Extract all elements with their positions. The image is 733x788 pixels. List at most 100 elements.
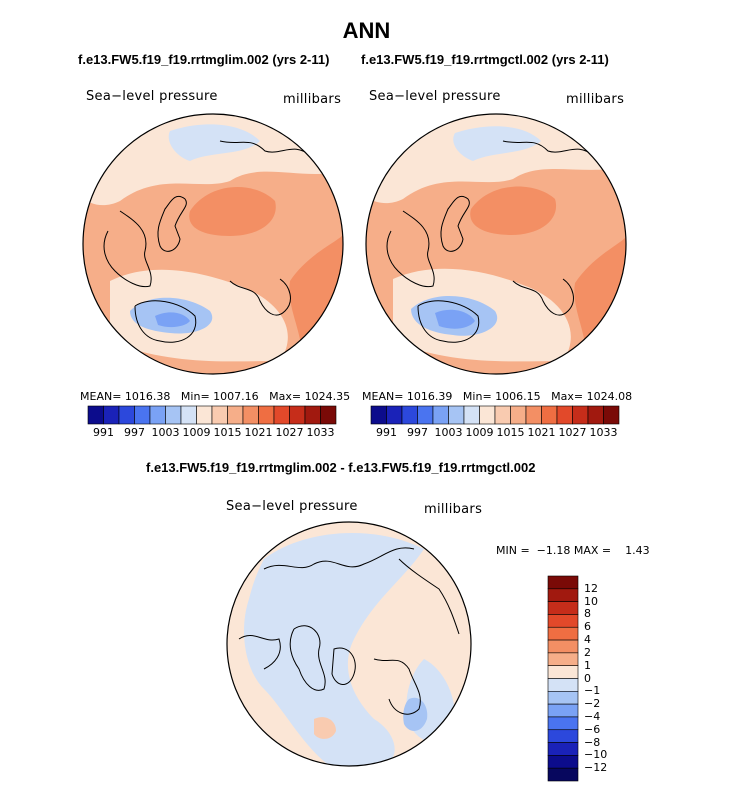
diff-polar-map: [226, 521, 472, 767]
panel2-variable-label: Sea−level pressure: [369, 89, 501, 104]
panel1-variable-label: Sea−level pressure: [86, 89, 218, 104]
panel2-colorbar-swatch: [572, 405, 589, 425]
blue-region-top: [453, 126, 541, 161]
diff-colorbar-swatch: [547, 767, 579, 782]
diff-colorbar-tick-label: −2: [584, 697, 601, 711]
blue-core-south: [435, 309, 475, 329]
panel1-colorbar-swatch: [320, 405, 337, 425]
panel2-colorbar-tick-label: 991: [376, 426, 397, 439]
panel1-colorbar-swatch: [273, 405, 290, 425]
figure-title: ANN: [342, 18, 391, 43]
panel1-colorbar-tick-label: 1003: [151, 426, 180, 439]
panel2-units-label: millibars: [566, 92, 625, 107]
panel1-colorbar-swatch: [242, 405, 259, 425]
panel2-stats: MEAN= 1016.39 Min= 1006.15 Max= 1024.08: [362, 390, 632, 403]
diff-units-label: millibars: [424, 502, 483, 517]
panel1-colorbar-swatch: [258, 405, 275, 425]
panel2-max-value: 1024.08: [586, 390, 633, 403]
panel1-max-value: 1024.35: [304, 390, 351, 403]
panel2-mean-label: MEAN=: [362, 390, 404, 403]
pale-region-top: [83, 114, 343, 206]
diff-colorbar-swatch: [547, 665, 579, 679]
panel2-colorbar-swatch: [370, 405, 387, 425]
coastline-scandinavia: [229, 278, 291, 316]
coastline-canada: [386, 210, 435, 288]
diff-colorbar-tick-label: −12: [584, 761, 608, 775]
diff-colorbar-tick-label: 6: [584, 620, 591, 634]
panel2-colorbar-tick-label: 1015: [496, 426, 525, 439]
diff-colorbar-tick-label: 4: [584, 633, 591, 647]
panel1-colorbar-swatch: [211, 405, 228, 425]
panel2-colorbar-swatch: [479, 405, 496, 425]
panel1-colorbar-tick-label: 1015: [213, 426, 242, 439]
panel1-polar-map: [82, 113, 344, 375]
diff-variable-label: Sea−level pressure: [226, 499, 358, 514]
blue-core-south: [155, 312, 190, 328]
panel1-colorbar-labels: 991 997 1003 1009 1015 1021 1027 1033: [88, 426, 336, 440]
panel2-colorbar-labels: 991 997 1003 1009 1015 1021 1027 1033: [371, 426, 619, 440]
panel1-colorbar-swatch: [227, 405, 244, 425]
diff-colorbar-tick-label: 10: [584, 594, 598, 608]
panel1-colorbar-swatch: [118, 405, 135, 425]
panel2-colorbar-swatch: [556, 405, 573, 425]
panel2-colorbar-swatch: [541, 405, 558, 425]
diff-colorbar-swatch: [547, 601, 579, 615]
panel1-colorbar: [87, 405, 337, 425]
panel2-colorbar-swatch: [417, 405, 434, 425]
blue-region-top: [168, 124, 260, 161]
diff-colorbar-swatch: [547, 588, 579, 602]
panel2-colorbar-swatch: [463, 405, 480, 425]
neg-core-east: [403, 697, 428, 731]
panel1-min-value: 1007.16: [213, 390, 259, 403]
coastline-alaska: [238, 634, 281, 670]
coastline-scandinavia: [373, 658, 421, 715]
panel2-mean-value: 1016.39: [406, 390, 453, 403]
panel1-colorbar-swatch: [103, 405, 120, 425]
diff-colorbar-swatch: [547, 678, 579, 692]
panel1-colorbar-tick-label: 1033: [306, 426, 335, 439]
diff-colorbar-tick-label: −1: [584, 684, 601, 698]
pale-region-top: [366, 114, 626, 204]
panel1-case-title: f.e13.FW5.f19_f19.rrtmglim.002 (yrs 2-11…: [78, 52, 330, 67]
panel2-colorbar-swatch: [525, 405, 542, 425]
panel1-max-label: Max=: [269, 390, 302, 403]
diff-colorbar-tick-label: −10: [584, 748, 608, 762]
panel2-colorbar-tick-label: 1021: [527, 426, 556, 439]
panel1-colorbar-swatch: [165, 405, 182, 425]
diff-colorbar-swatch: [547, 626, 579, 641]
panel1-colorbar-tick-label: 1027: [275, 426, 304, 439]
panel2-colorbar-tick-label: 1033: [589, 426, 618, 439]
panel2-colorbar-swatch: [401, 405, 418, 425]
panel1-colorbar-swatch: [87, 405, 104, 425]
diff-colorbar-tick-label: −6: [584, 722, 601, 736]
panel1-mean-value: 1016.38: [124, 390, 171, 403]
panel1-colorbar-tick-label: 1009: [182, 426, 211, 439]
panel2-max-label: Max=: [551, 390, 584, 403]
panel2-colorbar-swatch: [386, 405, 403, 425]
panel2-colorbar-tick-label: 1009: [465, 426, 494, 439]
coastline-hudson: [134, 300, 197, 343]
diff-colorbar-swatch: [547, 716, 579, 731]
panel2-colorbar-swatch: [494, 405, 511, 425]
panel1-colorbar-tick-label: 997: [124, 426, 145, 439]
panel2-polar-map: [365, 113, 627, 375]
diff-colorbar-swatch: [547, 575, 579, 590]
panel2-colorbar-tick-label: 997: [407, 426, 428, 439]
panel1-colorbar-swatch: [180, 405, 197, 425]
panel2-min-value: 1006.15: [495, 390, 541, 403]
coastline-canada: [289, 625, 326, 691]
diff-colorbar-swatch: [547, 639, 579, 654]
panel1-colorbar-swatch: [149, 405, 166, 425]
diff-colorbar-swatch: [547, 614, 579, 628]
panel2-colorbar-swatch: [432, 405, 449, 425]
coastline-russia-east: [398, 558, 460, 635]
diff-colorbar-tick-label: 12: [584, 581, 598, 595]
panel2-colorbar-tick-label: 1027: [558, 426, 587, 439]
coastline-scandinavia: [512, 278, 574, 316]
diff-colorbar-swatch: [547, 691, 579, 705]
coastline-siberia: [263, 547, 415, 570]
panel1-units-label: millibars: [283, 92, 342, 107]
panel1-colorbar-swatch: [134, 405, 151, 425]
coastline-greenland: [440, 195, 470, 252]
diff-colorbar-tick-label: −8: [584, 735, 601, 749]
